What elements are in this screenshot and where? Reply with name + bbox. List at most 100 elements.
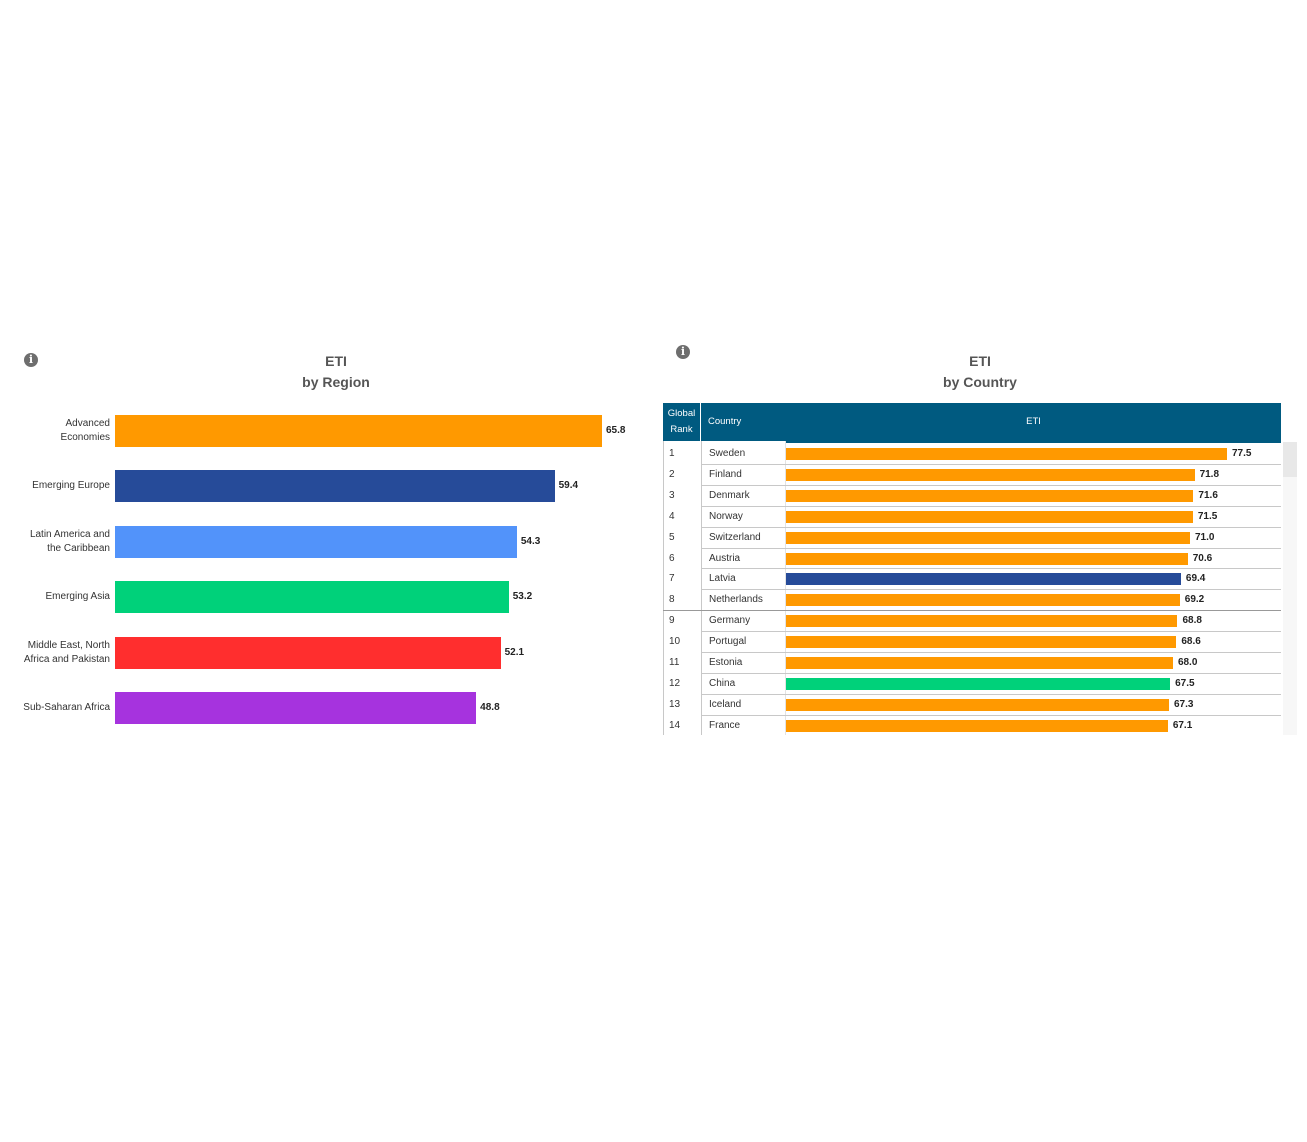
header-rank-line1: Global	[667, 408, 696, 419]
row-divider	[702, 505, 1281, 507]
cell-country: Austria	[709, 552, 741, 564]
table-row[interactable]: 1 Sweden 77.5	[663, 443, 1281, 464]
country-chart-title: ETI by Country	[880, 351, 1080, 393]
table-row[interactable]: 8 Netherlands 69.2	[663, 589, 1281, 610]
region-bar[interactable]	[115, 692, 477, 724]
table-row[interactable]: 12 China 67.5	[663, 673, 1281, 694]
table-row[interactable]: 6 Austria 70.6	[663, 548, 1281, 569]
region-value-label: 59.4	[558, 480, 579, 492]
header-rank-line2: Rank	[670, 424, 693, 435]
cell-rank: 4	[669, 510, 675, 522]
cell-rank: 12	[669, 677, 681, 689]
table-row[interactable]: 3 Denmark 71.6	[663, 485, 1281, 506]
region-category-label: Advanced Economies	[60, 418, 110, 443]
country-info-icon[interactable]: i	[676, 345, 690, 359]
cell-rank: 6	[669, 552, 675, 564]
region-value-label: 52.1	[504, 646, 525, 658]
cell-country: Norway	[709, 510, 743, 522]
table-row[interactable]: 2 Finland 71.8	[663, 464, 1281, 485]
region-bar[interactable]	[115, 636, 501, 669]
eti-value-label: 70.6	[1192, 552, 1213, 564]
region-value-label: 65.8	[606, 425, 626, 436]
region-category-label: Emerging Europe	[32, 480, 110, 492]
eti-bar[interactable]	[786, 698, 1169, 711]
eti-value-label: 67.3	[1173, 698, 1194, 710]
region-bar[interactable]	[115, 581, 509, 614]
row-divider	[702, 568, 1281, 570]
column-divider-left	[663, 441, 664, 735]
header-rank[interactable]: Global Rank	[663, 403, 701, 441]
region-title-line2: by Region	[302, 374, 370, 390]
region-category-label: Latin America and the Caribbean	[29, 528, 110, 554]
table-row[interactable]: 7 Latvia 69.4	[663, 568, 1281, 589]
table-row[interactable]: 14 France 67.1	[663, 715, 1281, 735]
region-bar[interactable]	[115, 415, 602, 447]
cell-rank: 14	[669, 719, 681, 731]
table-row[interactable]: 4 Norway 71.5	[663, 506, 1281, 527]
eti-value-label: 67.1	[1172, 719, 1193, 731]
cell-rank: 13	[669, 698, 681, 710]
eti-value-label: 67.5	[1175, 677, 1195, 689]
region-bar[interactable]	[115, 525, 517, 558]
region-title-line1: ETI	[325, 353, 347, 369]
eti-bar[interactable]	[786, 677, 1171, 690]
row-divider	[702, 589, 1281, 591]
eti-bar[interactable]	[786, 573, 1181, 586]
region-category-label: Emerging Asia	[45, 591, 110, 603]
table-row[interactable]: 11 Estonia 68.0	[663, 652, 1281, 673]
country-title-line1: ETI	[969, 353, 991, 369]
row-divider	[702, 547, 1281, 549]
table-row[interactable]: 13 Iceland 67.3	[663, 694, 1281, 715]
eti-bar[interactable]	[786, 531, 1190, 544]
eti-bar[interactable]	[786, 594, 1180, 607]
eti-value-label: 71.8	[1199, 468, 1220, 480]
cell-rank: 2	[669, 468, 675, 480]
eti-value-label: 77.5	[1232, 448, 1252, 459]
eti-value-label: 71.5	[1197, 510, 1218, 522]
cell-country: Germany	[709, 615, 751, 627]
scrollbar-track[interactable]	[1283, 477, 1297, 735]
row-divider	[702, 484, 1281, 486]
header-country[interactable]: Country	[708, 416, 742, 427]
region-category-label: Middle East, North Africa and Pakistan	[23, 639, 110, 665]
eti-bar[interactable]	[786, 448, 1227, 460]
cell-country: Netherlands	[709, 594, 763, 606]
scrollbar-thumb[interactable]	[1283, 442, 1297, 477]
country-title-line2: by Country	[943, 374, 1017, 390]
eti-value-label: 69.4	[1185, 573, 1206, 585]
eti-bar[interactable]	[786, 510, 1193, 523]
cell-country: China	[709, 677, 736, 689]
header-underline	[786, 441, 1281, 443]
table-row[interactable]: 9 Germany 68.8	[663, 610, 1281, 631]
region-bar-chart: Advanced Economies 65.8 Emerging Europe 59.4…	[0, 400, 660, 740]
eti-bar[interactable]	[786, 489, 1194, 502]
table-row[interactable]: 10 Portugal 68.6	[663, 631, 1281, 652]
table-row[interactable]: 5 Switzerland 71.0	[663, 527, 1281, 548]
region-value-label: 53.2	[512, 591, 533, 603]
eti-bar[interactable]	[786, 657, 1173, 669]
region-info-icon[interactable]: i	[24, 353, 38, 367]
region-value-label: 48.8	[480, 702, 500, 713]
cell-country: Finland	[709, 468, 742, 480]
cell-rank: 5	[669, 531, 675, 543]
cell-rank: 9	[669, 615, 675, 627]
region-bar[interactable]	[115, 470, 555, 503]
eti-bar[interactable]	[786, 636, 1177, 649]
table-header: Global Rank Country ETI	[663, 403, 1281, 441]
region-category-label: Sub-Saharan Africa	[23, 702, 110, 713]
column-divider-rank	[701, 441, 702, 735]
eti-bar[interactable]	[786, 719, 1168, 732]
row-divider	[702, 463, 1281, 465]
cell-rank: 3	[669, 489, 675, 501]
region-chart-title: ETI by Region	[236, 351, 436, 393]
eti-bar[interactable]	[786, 552, 1188, 565]
row-divider	[702, 652, 1281, 653]
cell-country: Denmark	[709, 489, 750, 501]
header-eti[interactable]: ETI	[786, 403, 1281, 441]
eti-value-label: 68.8	[1182, 615, 1202, 627]
eti-bar[interactable]	[786, 468, 1195, 481]
eti-bar[interactable]	[786, 615, 1178, 628]
row-divider	[702, 672, 1281, 674]
cell-rank: 7	[669, 573, 675, 585]
cell-country: Sweden	[709, 448, 746, 459]
